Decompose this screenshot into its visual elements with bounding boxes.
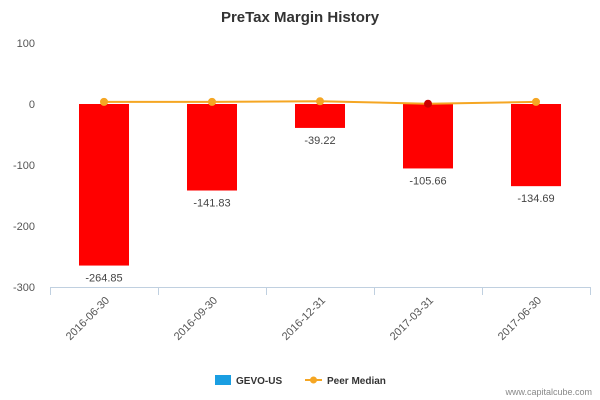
y-tick-label: -300 (13, 282, 35, 294)
chart-title: PreTax Margin History (221, 9, 380, 26)
peer-median-point (424, 99, 432, 108)
bar-data-label: -105.66 (409, 175, 446, 187)
bar (187, 104, 237, 191)
bar (295, 104, 345, 128)
bar (403, 104, 453, 169)
x-tick-label: 2016-06-30 (64, 295, 112, 343)
legend-label-peer: Peer Median (327, 376, 386, 387)
credit-text: www.capitalcube.com (504, 387, 592, 397)
peer-median-point (532, 97, 540, 106)
bar-data-label: -264.85 (85, 273, 122, 285)
peer-median-point (100, 97, 108, 106)
legend: GEVO-US Peer Median (215, 375, 386, 387)
x-tick-label: 2017-03-31 (388, 295, 436, 343)
x-tick-label: 2016-09-30 (172, 295, 220, 343)
bar (511, 104, 561, 187)
legend-label-gevo: GEVO-US (236, 376, 282, 387)
legend-swatch-gevo (215, 375, 231, 385)
y-tick-label: 0 (29, 99, 35, 111)
bar-data-label: -39.22 (304, 135, 335, 147)
bar (79, 104, 129, 266)
peer-median-series (100, 97, 540, 108)
x-tick-label: 2016-12-31 (280, 295, 328, 343)
y-tick-label: 100 (17, 38, 35, 50)
peer-median-point (208, 97, 216, 106)
bar-series (79, 104, 561, 266)
bar-data-label: -134.69 (517, 193, 554, 205)
bar-data-label: -141.83 (193, 198, 230, 210)
x-axis: 2016-06-30 2016-09-30 2016-12-31 2017-03-31… (50, 287, 591, 343)
legend-marker-peer (310, 376, 317, 384)
peer-median-point (316, 97, 324, 106)
y-axis: 100 0 -100 -200 -300 (13, 38, 35, 294)
y-tick-label: -200 (13, 221, 35, 233)
x-tick-label: 2017-06-30 (496, 295, 544, 343)
bar-data-labels: -264.85 -141.83 -39.22 -105.66 -134.69 (85, 135, 554, 285)
y-tick-label: -100 (13, 160, 35, 172)
